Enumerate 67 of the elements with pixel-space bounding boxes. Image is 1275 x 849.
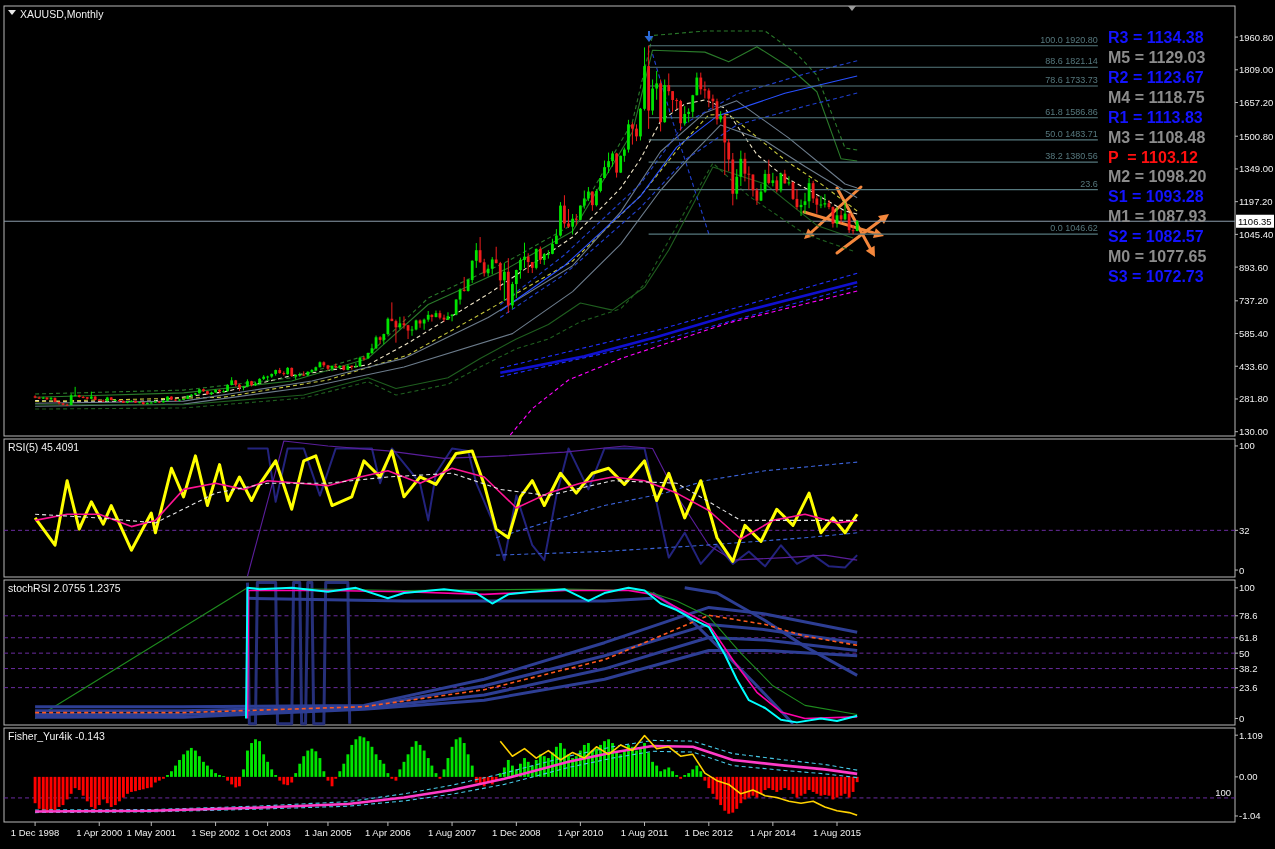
series-label: 23.6 <box>1080 178 1098 189</box>
y-tick-label: 0.00 <box>1239 771 1258 783</box>
x-tick-label: 1 Aug 2011 <box>620 827 669 838</box>
y-tick-label: 1.109 <box>1239 729 1263 741</box>
chart-title: RSI(5) 45.4091 <box>8 441 80 453</box>
annotation: R1 = 1113.83 <box>1108 108 1203 126</box>
annotation: M5 = 1129.03 <box>1108 48 1206 66</box>
y-tick-label: 100 <box>1239 582 1255 594</box>
x-tick-label: 1 Dec 2008 <box>492 827 541 838</box>
annotation: S1 = 1093.28 <box>1108 187 1204 205</box>
y-tick-label: 130.00 <box>1239 426 1269 438</box>
annotation: M4 = 1118.75 <box>1108 88 1205 106</box>
annotation: M0 = 1077.65 <box>1108 247 1207 265</box>
y-tick-label: 433.60 <box>1239 360 1269 372</box>
y-tick-label: 281.80 <box>1239 393 1269 405</box>
y-tick-label: 585.40 <box>1239 328 1269 340</box>
x-tick-label: 1 Aug 2015 <box>812 827 862 838</box>
annotation: S2 = 1082.57 <box>1108 227 1204 245</box>
y-tick-label: 100 <box>1239 440 1255 452</box>
x-tick-label: 1 Sep 2002 <box>191 827 240 838</box>
series-label: 61.8 1586.86 <box>1045 106 1098 117</box>
y-tick-label: 1045.40 <box>1239 228 1274 240</box>
x-tick-label: 1 Apr 2014 <box>749 827 796 838</box>
y-tick-label: 38.2 <box>1239 663 1258 675</box>
annotation: M2 = 1098.20 <box>1108 167 1207 185</box>
y-tick-label: 1809.00 <box>1239 64 1274 76</box>
annotation: P = 1103.12 <box>1108 148 1199 166</box>
y-tick-label: 23.6 <box>1239 682 1258 694</box>
annotation: S3 = 1072.73 <box>1108 267 1204 285</box>
series-label: 38.2 1380.56 <box>1045 151 1098 162</box>
x-tick-label: 1 Apr 2000 <box>76 827 123 838</box>
y-tick-label: 1197.20 <box>1239 196 1273 208</box>
x-tick-label: 1 Jan 2005 <box>304 827 352 838</box>
x-tick-label: 1 Apr 2010 <box>557 827 604 838</box>
y-tick-label: 737.20 <box>1239 295 1269 307</box>
y-tick-label: 0 <box>1239 564 1245 576</box>
x-tick-label: 1 Apr 2006 <box>364 827 411 838</box>
chart-title: stochRSI 2.0755 1.2375 <box>8 582 121 594</box>
annotation: R2 = 1123.67 <box>1108 68 1204 86</box>
y-tick-label: 1657.20 <box>1239 97 1274 109</box>
y-tick-label: 1960.80 <box>1239 31 1274 43</box>
y-tick-label: 0 <box>1239 712 1245 724</box>
x-tick-label: 1 May 2001 <box>126 827 177 838</box>
ref-line-label: 1106.35 <box>1238 215 1272 227</box>
y-tick-label: 1500.80 <box>1239 130 1274 142</box>
x-tick-label: 1 Dec 1998 <box>10 827 60 838</box>
y-tick-label: 1349.00 <box>1239 163 1274 175</box>
y-tick-label: 893.60 <box>1239 261 1269 273</box>
x-tick-label: 1 Aug 2007 <box>428 827 477 838</box>
series-label: 50.0 1483.71 <box>1045 128 1098 139</box>
x-tick-label: 1 Oct 2003 <box>244 827 291 838</box>
series-label: 88.6 1821.14 <box>1045 56 1098 67</box>
series-label: 100.0 1920.80 <box>1040 34 1098 45</box>
chart-title: XAUUSD,Monthly <box>20 8 105 20</box>
annotation: M3 = 1108.48 <box>1108 128 1206 146</box>
annotation: R3 = 1134.38 <box>1108 28 1204 46</box>
annotation: M1 = 1087.93 <box>1108 207 1207 225</box>
annotation: 100 <box>1215 786 1231 798</box>
y-tick-label: 61.8 <box>1239 632 1258 644</box>
y-tick-label: 78.6 <box>1239 610 1258 622</box>
y-tick-label: -1.04 <box>1239 810 1261 822</box>
y-tick-label: 50 <box>1239 647 1250 659</box>
chart-title: Fisher_Yur4ik -0.143 <box>8 730 106 742</box>
series-label: 78.6 1733.73 <box>1045 75 1098 86</box>
x-tick-label: 1 Dec 2012 <box>684 827 734 838</box>
series-label: 0.0 1046.62 <box>1050 223 1098 234</box>
y-tick-label: 32 <box>1239 524 1250 536</box>
